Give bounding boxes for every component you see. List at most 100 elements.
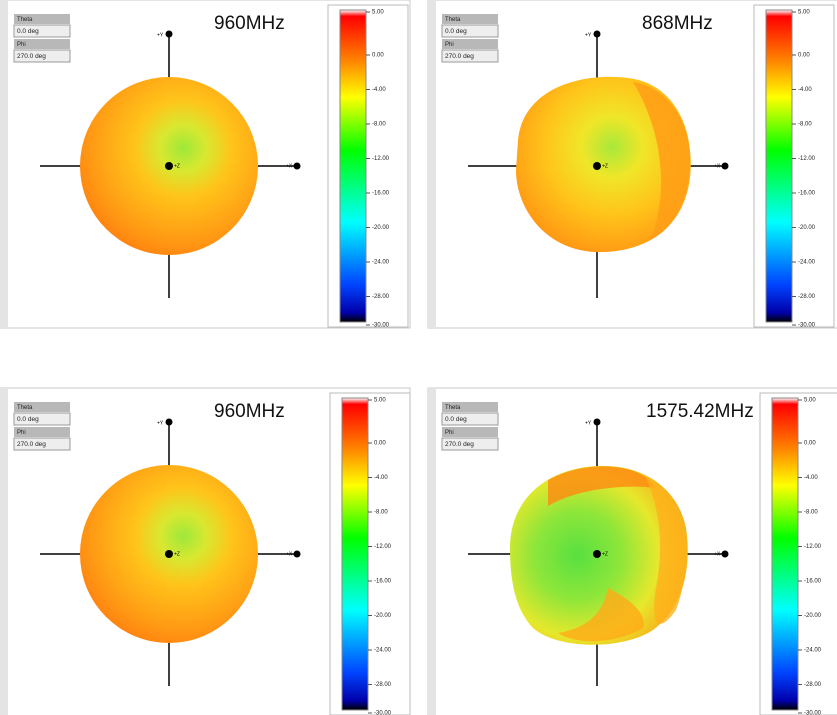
theta-label-bg — [442, 14, 498, 24]
theta-label: Theta — [17, 17, 33, 23]
panel-left-bar — [0, 0, 8, 328]
pattern-panel: Theta 0.0 deg Phi 270.0 deg +Y +X +Z 960MHz 5.00… — [0, 0, 411, 329]
phi-value: 270.0 deg — [17, 53, 46, 60]
colorbar-label: -20.00 — [804, 613, 822, 619]
colorbar-label: 5.00 — [372, 10, 384, 16]
phi-value-bg — [441, 49, 499, 63]
theta-value-bg — [13, 24, 71, 38]
theta-value-bg — [441, 412, 499, 426]
colorbar-label: -16.00 — [374, 579, 392, 585]
colorbar-label: -20.00 — [374, 613, 392, 619]
colorbar-label: -8.00 — [372, 122, 386, 128]
colorbar-label: -16.00 — [804, 579, 822, 585]
colorbar-gradient — [765, 9, 793, 323]
phi-label: Phi — [445, 42, 454, 48]
axis-x-label: +X — [714, 551, 721, 557]
colorbar-label: -12.00 — [374, 544, 392, 550]
colorbar-label: -12.00 — [798, 156, 816, 162]
axis-x-label: +X — [714, 163, 721, 169]
theta-label: Theta — [17, 405, 33, 411]
axis-x-dot — [721, 550, 729, 558]
pattern-panel: Theta 0.0 deg Phi 270.0 deg +Y +X +Z 1575.42MHz… — [427, 387, 837, 715]
colorbar-label: 0.00 — [374, 441, 386, 447]
colorbar-label: 0.00 — [804, 441, 816, 447]
theta-label: Theta — [445, 17, 461, 23]
colorbar-label: -28.00 — [374, 682, 392, 688]
colorbar-label: -30.00 — [804, 711, 822, 715]
colorbar-label: -8.00 — [804, 510, 818, 516]
pattern-panel: Theta 0.0 deg Phi 270.0 deg +Y +X +Z 868MHz 5.00… — [427, 0, 837, 329]
theta-value: 0.0 deg — [445, 28, 467, 35]
theta-label: Theta — [445, 405, 461, 411]
axis-z-label: +Z — [602, 551, 608, 557]
colorbar-label: -24.00 — [804, 648, 822, 654]
pattern-lobe — [646, 478, 686, 624]
colorbar-label: 0.00 — [372, 53, 384, 59]
pattern-lobe — [558, 588, 644, 642]
colorbar-label: -24.00 — [374, 648, 392, 654]
theta-value: 0.0 deg — [17, 28, 39, 35]
colorbar-label: -12.00 — [372, 156, 390, 162]
phi-label: Phi — [445, 430, 454, 436]
radiation-pattern — [516, 76, 691, 253]
phi-value: 270.0 deg — [17, 441, 46, 448]
colorbar-label: 5.00 — [374, 398, 386, 404]
theta-value: 0.0 deg — [17, 416, 39, 423]
panel-left-bar — [428, 388, 436, 715]
theta-label-bg — [442, 402, 498, 412]
colorbar-label: 5.00 — [798, 10, 810, 16]
colorbar-label: -16.00 — [798, 191, 816, 197]
axis-y-label: +Y — [157, 32, 164, 38]
axis-x-dot — [293, 162, 301, 170]
axis-y-label: +Y — [585, 420, 592, 426]
theta-label-bg — [14, 402, 70, 412]
phi-value-bg — [441, 437, 499, 451]
axis-y-label: +Y — [157, 420, 164, 426]
colorbar-gradient — [771, 397, 799, 711]
axis-y-label: +Y — [585, 32, 592, 38]
panel-left-bar — [428, 0, 436, 328]
colorbar-label: -24.00 — [372, 260, 390, 266]
theta-label-bg — [14, 14, 70, 24]
phi-value-bg — [13, 437, 71, 451]
colorbar-label: -12.00 — [804, 544, 822, 550]
frequency-title: 868MHz — [642, 13, 713, 34]
axis-x-label: +X — [286, 163, 293, 169]
axis-y-dot — [593, 30, 601, 38]
colorbar-label: -20.00 — [372, 225, 390, 231]
origin-dot — [165, 162, 173, 170]
frequency-title: 960MHz — [214, 401, 285, 422]
axis-x-dot — [721, 162, 729, 170]
frequency-title: 960MHz — [214, 13, 285, 34]
theta-value-bg — [441, 24, 499, 38]
phi-label-bg — [442, 39, 498, 49]
axis-z-label: +Z — [602, 163, 608, 169]
colorbar-label: -28.00 — [798, 294, 816, 300]
theta-value: 0.0 deg — [445, 416, 467, 423]
origin-dot — [593, 162, 601, 170]
colorbar-label: -28.00 — [372, 294, 390, 300]
phi-value-bg — [13, 49, 71, 63]
theta-value-bg — [13, 412, 71, 426]
axis-x-label: +X — [286, 551, 293, 557]
phi-value: 270.0 deg — [445, 441, 474, 448]
pattern-lobe — [548, 466, 656, 506]
pattern-lobe — [633, 82, 690, 240]
colorbar-gradient — [341, 397, 369, 711]
axis-y-dot — [165, 418, 173, 426]
axis-x-dot — [293, 550, 301, 558]
phi-label-bg — [14, 39, 70, 49]
colorbar-label: -4.00 — [372, 87, 386, 93]
colorbar-label: -30.00 — [798, 323, 816, 329]
colorbar-label: -8.00 — [374, 510, 388, 516]
axis-z-label: +Z — [174, 551, 180, 557]
axis-z-label: +Z — [174, 163, 180, 169]
frequency-title: 1575.42MHz — [646, 401, 754, 422]
colorbar-label: -28.00 — [804, 682, 822, 688]
colorbar-label: -4.00 — [804, 475, 818, 481]
origin-dot — [593, 550, 601, 558]
colorbar-label: 5.00 — [804, 398, 816, 404]
colorbar-label: -4.00 — [374, 475, 388, 481]
phi-label: Phi — [17, 430, 26, 436]
